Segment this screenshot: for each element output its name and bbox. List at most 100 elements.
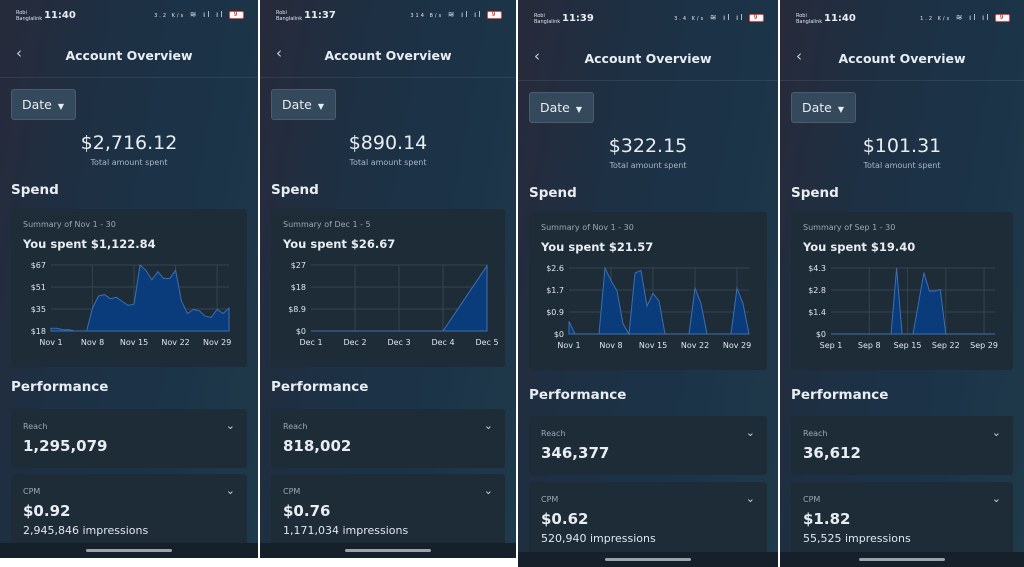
header-divider bbox=[780, 80, 1024, 81]
gesture-nav-bar bbox=[0, 543, 258, 558]
x-tick-label: Nov 1 bbox=[39, 338, 62, 347]
back-icon[interactable]: ‹ bbox=[276, 44, 282, 62]
total-amount: $322.15 bbox=[608, 135, 688, 157]
back-icon[interactable]: ‹ bbox=[534, 47, 540, 65]
wifi-icon: ≋ bbox=[443, 10, 457, 19]
chevron-down-icon[interactable]: ⌄ bbox=[483, 419, 493, 432]
spend-chart-card: Summary of Nov 1 - 30 You spent $21.57 $0 $… bbox=[529, 212, 767, 370]
status-time: 11:39 bbox=[562, 13, 594, 24]
page-title: Account Overview bbox=[838, 51, 966, 66]
chevron-down-icon[interactable]: ⌄ bbox=[225, 484, 235, 497]
x-tick-label: Nov 22 bbox=[681, 341, 709, 350]
summary-range: Summary of Dec 1 - 5 bbox=[283, 220, 371, 229]
impressions-count: 1,171,034 impressions bbox=[283, 524, 409, 537]
caret-down-icon: ▼ bbox=[837, 105, 845, 114]
home-indicator[interactable] bbox=[86, 549, 172, 552]
y-tick-label: $18 bbox=[31, 327, 46, 336]
x-tick-label: Sep 22 bbox=[932, 341, 960, 350]
reach-value: 36,612 bbox=[803, 444, 861, 462]
back-icon[interactable]: ‹ bbox=[796, 47, 802, 65]
wifi-icon: ≋ bbox=[185, 10, 199, 19]
network-speed: 314 B/s bbox=[410, 13, 444, 19]
status-icons: 3.2 K/s ≋ ıl ıl 9 bbox=[154, 10, 244, 19]
x-tick-label: Nov 29 bbox=[723, 341, 751, 350]
phone-screen: Robi Banglalink 11:39 3.4 K/s ≋ ıl ıl 9 ‹ Acc… bbox=[518, 0, 778, 567]
x-tick-label: Dec 1 bbox=[299, 338, 322, 347]
reach-label: Reach bbox=[283, 422, 308, 431]
status-bar: Robi Banglalink 11:37 314 B/s ≋ ıl ıl 9 bbox=[260, 0, 516, 30]
status-icons: 1.2 K/s ≋ ıl ıl 9 bbox=[920, 13, 1010, 22]
phone-screen: Robi Banglalink 11:37 314 B/s ≋ ıl ıl 9 ‹ Acc… bbox=[260, 0, 516, 558]
x-tick-label: Dec 3 bbox=[387, 338, 410, 347]
cpm-value: $1.82 bbox=[803, 510, 851, 528]
total-amount-label: Total amount spent bbox=[609, 161, 687, 170]
carrier-names: Robi Banglalink bbox=[796, 13, 822, 25]
header-divider bbox=[260, 77, 516, 78]
x-tick-label: Sep 29 bbox=[970, 341, 998, 350]
reach-card[interactable]: Reach 1,295,079 ⌄ bbox=[11, 409, 247, 468]
total-amount-label: Total amount spent bbox=[863, 161, 941, 170]
home-indicator[interactable] bbox=[605, 558, 691, 561]
performance-heading: Performance bbox=[271, 379, 369, 395]
wifi-icon: ≋ bbox=[951, 13, 965, 22]
spend-heading: Spend bbox=[791, 185, 839, 201]
date-dropdown[interactable]: Date ▼ bbox=[271, 89, 336, 120]
spend-area-chart: $0 $1.4 $2.8 $4.3 Sep 1 Sep 8 Sep 15 Sep 22 Sep … bbox=[808, 264, 998, 350]
spent-amount: You spent $26.67 bbox=[283, 237, 396, 251]
home-indicator[interactable] bbox=[345, 549, 431, 552]
back-icon[interactable]: ‹ bbox=[16, 44, 22, 62]
y-tick-label: $18 bbox=[291, 283, 306, 292]
cpm-value: $0.92 bbox=[23, 502, 71, 520]
battery-icon: 9 bbox=[995, 13, 1010, 22]
chevron-down-icon[interactable]: ⌄ bbox=[991, 426, 1001, 439]
performance-heading: Performance bbox=[791, 387, 889, 403]
date-label: Date bbox=[540, 100, 570, 115]
chevron-down-icon[interactable]: ⌄ bbox=[483, 484, 493, 497]
date-dropdown[interactable]: Date ▼ bbox=[11, 89, 76, 120]
x-tick-label: Sep 1 bbox=[820, 341, 843, 350]
y-tick-label: $1.4 bbox=[808, 308, 826, 317]
battery-icon: 9 bbox=[229, 10, 244, 19]
cpm-card[interactable]: CPM $0.76 1,171,034 impressions ⌄ bbox=[271, 474, 505, 549]
carrier-1: Robi bbox=[534, 13, 545, 19]
reach-card[interactable]: Reach 346,377 ⌄ bbox=[529, 416, 767, 475]
x-tick-label: Dec 5 bbox=[475, 338, 498, 347]
x-tick-label: Sep 15 bbox=[894, 341, 922, 350]
reach-card[interactable]: Reach 36,612 ⌄ bbox=[791, 416, 1013, 475]
total-amount-label: Total amount spent bbox=[349, 158, 427, 167]
caret-down-icon: ▼ bbox=[317, 102, 325, 111]
cpm-label: CPM bbox=[23, 487, 41, 496]
spend-chart-card: Summary of Sep 1 - 30 You spent $19.40 $0 $… bbox=[791, 212, 1013, 370]
cpm-label: CPM bbox=[541, 495, 559, 504]
chevron-down-icon[interactable]: ⌄ bbox=[991, 492, 1001, 505]
signal-icon: ıl ıl bbox=[456, 10, 487, 19]
reach-card[interactable]: Reach 818,002 ⌄ bbox=[271, 409, 505, 468]
carrier-2: Banglalink bbox=[796, 19, 823, 25]
spent-amount: You spent $21.57 bbox=[541, 240, 654, 254]
spent-amount: You spent $19.40 bbox=[803, 240, 916, 254]
date-label: Date bbox=[802, 100, 832, 115]
chevron-down-icon[interactable]: ⌄ bbox=[745, 492, 755, 505]
cpm-card[interactable]: CPM $0.92 2,945,846 impressions ⌄ bbox=[11, 474, 247, 549]
y-tick-label: $35 bbox=[31, 305, 46, 314]
y-tick-label: $1.7 bbox=[546, 286, 564, 295]
home-indicator[interactable] bbox=[859, 558, 945, 561]
cpm-card[interactable]: CPM $1.82 55,525 impressions ⌄ bbox=[791, 482, 1013, 557]
y-tick-label: $0.9 bbox=[546, 308, 564, 317]
chevron-down-icon[interactable]: ⌄ bbox=[225, 419, 235, 432]
status-time: 11:37 bbox=[304, 10, 336, 21]
cpm-card[interactable]: CPM $0.62 520,940 impressions ⌄ bbox=[529, 482, 767, 557]
wifi-icon: ≋ bbox=[705, 13, 719, 22]
impressions-count: 2,945,846 impressions bbox=[23, 524, 149, 537]
page-title: Account Overview bbox=[65, 48, 193, 63]
chevron-down-icon[interactable]: ⌄ bbox=[745, 426, 755, 439]
x-tick-label: Dec 4 bbox=[431, 338, 454, 347]
carrier-1: Robi bbox=[796, 13, 807, 19]
date-dropdown[interactable]: Date ▼ bbox=[529, 92, 594, 123]
spend-area-chart: $18 $35 $51 $67 Nov 1 Nov 8 Nov 15 Nov 22 Nov 29 bbox=[31, 261, 232, 347]
y-tick-label: $4.3 bbox=[808, 264, 826, 273]
battery-icon: 9 bbox=[749, 13, 764, 22]
x-tick-label: Sep 8 bbox=[858, 341, 881, 350]
status-bar: Robi Banglalink 11:40 3.2 K/s ≋ ıl ıl 9 bbox=[0, 0, 258, 30]
date-dropdown[interactable]: Date ▼ bbox=[791, 92, 856, 123]
